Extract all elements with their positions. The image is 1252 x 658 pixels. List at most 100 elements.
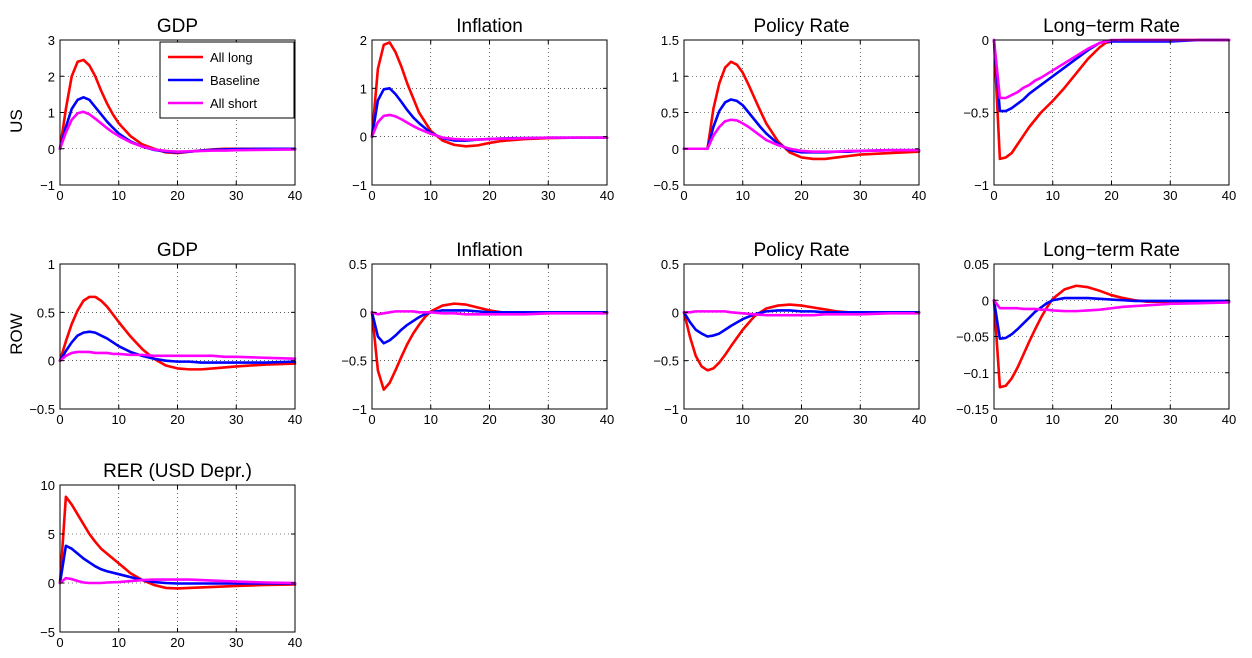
y-tick-label: 1.5 xyxy=(661,33,679,48)
y-tick-label: 0.5 xyxy=(37,305,55,320)
x-tick-label: 10 xyxy=(1046,188,1060,203)
series-line-all-long xyxy=(682,60,921,161)
x-tick-label: 10 xyxy=(112,635,126,650)
series-line-all-long xyxy=(370,41,609,148)
row-label-us: US xyxy=(7,109,26,133)
y-tick-label: −5 xyxy=(40,625,55,640)
x-tick-label: 0 xyxy=(680,412,687,427)
panel-title: Policy Rate xyxy=(753,16,849,37)
series-line-baseline xyxy=(370,309,609,345)
panel-3: Long−term Rate 0 10 20 30 40 −1 −0.5 0 xyxy=(963,16,1236,203)
x-tick-label: 20 xyxy=(1104,188,1118,203)
y-tick-label: 0 xyxy=(48,576,55,591)
series-line-all-long xyxy=(58,295,297,371)
x-tick-label: 0 xyxy=(56,188,63,203)
series-line-all-short xyxy=(370,310,609,316)
y-tick-label: 0.5 xyxy=(349,257,367,272)
x-tick-label: 10 xyxy=(112,188,126,203)
x-tick-label: 30 xyxy=(229,188,243,203)
x-tick-label: 0 xyxy=(368,188,375,203)
y-tick-label: −1 xyxy=(352,402,367,417)
y-tick-label: −0.5 xyxy=(341,354,367,369)
series-line-all-short xyxy=(58,576,297,585)
legend-label-all-short: All short xyxy=(210,96,257,111)
x-tick-label: 10 xyxy=(424,188,438,203)
y-tick-label: −0.5 xyxy=(29,402,55,417)
panel-title: RER (USD Depr.) xyxy=(103,461,252,482)
panel-title: GDP xyxy=(157,240,198,261)
y-tick-label: 0.5 xyxy=(661,257,679,272)
x-tick-label: 40 xyxy=(288,412,302,427)
series-line-all-short xyxy=(58,110,297,153)
x-tick-label: 0 xyxy=(56,635,63,650)
y-tick-label: −0.5 xyxy=(963,106,989,121)
y-tick-label: 0 xyxy=(48,354,55,369)
series-line-all-short xyxy=(370,113,609,141)
x-tick-label: 30 xyxy=(1163,188,1177,203)
x-tick-label: 10 xyxy=(736,188,750,203)
x-tick-label: 40 xyxy=(912,188,926,203)
x-tick-label: 20 xyxy=(170,635,184,650)
y-tick-label: 0.5 xyxy=(661,106,679,121)
x-tick-label: 40 xyxy=(1222,188,1236,203)
y-tick-label: 0 xyxy=(360,305,367,320)
y-tick-label: 0 xyxy=(360,130,367,145)
series-line-all-long xyxy=(58,495,297,590)
x-tick-label: 20 xyxy=(170,188,184,203)
x-tick-label: 30 xyxy=(541,188,555,203)
x-tick-label: 30 xyxy=(1163,412,1177,427)
x-tick-label: 10 xyxy=(424,412,438,427)
y-tick-label: −1 xyxy=(664,402,679,417)
x-tick-label: 40 xyxy=(600,412,614,427)
y-tick-label: 2 xyxy=(360,33,367,48)
panel-title: Inflation xyxy=(456,240,523,261)
y-tick-label: 0 xyxy=(672,305,679,320)
series-line-all-long xyxy=(992,38,1231,161)
x-tick-label: 30 xyxy=(229,412,243,427)
series-line-baseline xyxy=(682,309,921,338)
series-line-baseline xyxy=(58,330,297,364)
x-tick-label: 40 xyxy=(600,188,614,203)
y-tick-label: −0.05 xyxy=(956,330,989,345)
x-tick-label: 20 xyxy=(794,188,808,203)
row-label-row: ROW xyxy=(7,313,26,355)
panel-title: Inflation xyxy=(456,16,523,37)
y-tick-label: −1 xyxy=(974,178,989,193)
y-tick-label: −1 xyxy=(352,178,367,193)
x-tick-label: 0 xyxy=(56,412,63,427)
x-tick-label: 20 xyxy=(1104,412,1118,427)
y-tick-label: 0 xyxy=(982,33,989,48)
y-tick-label: −1 xyxy=(40,178,55,193)
y-tick-label: 1 xyxy=(360,81,367,96)
x-tick-label: 0 xyxy=(990,412,997,427)
series-line-all-short xyxy=(682,118,921,153)
y-tick-label: 5 xyxy=(48,527,55,542)
panel-5: Inflation 0 10 20 30 40 −1 −0.5 0 0.5 xyxy=(341,240,614,427)
x-tick-label: 0 xyxy=(990,188,997,203)
y-tick-label: −0.15 xyxy=(956,402,989,417)
panel-6: Policy Rate 0 10 20 30 40 −1 −0.5 0 0.5 xyxy=(653,240,926,427)
y-tick-label: 0 xyxy=(672,142,679,157)
x-tick-label: 10 xyxy=(112,412,126,427)
x-tick-label: 20 xyxy=(482,412,496,427)
x-tick-label: 20 xyxy=(482,188,496,203)
y-tick-label: −0.5 xyxy=(653,178,679,193)
y-tick-label: 1 xyxy=(672,69,679,84)
y-tick-label: 2 xyxy=(48,69,55,84)
panel-7: Long−term Rate 0 10 20 30 40 −0.15 −0.1 −0.05 0 0.… xyxy=(956,240,1236,427)
y-tick-label: −0.1 xyxy=(963,366,989,381)
x-tick-label: 30 xyxy=(541,412,555,427)
x-tick-label: 30 xyxy=(853,188,867,203)
legend-label-baseline: Baseline xyxy=(210,73,260,88)
x-tick-label: 20 xyxy=(170,412,184,427)
series-line-baseline xyxy=(992,296,1231,340)
x-tick-label: 30 xyxy=(853,412,867,427)
x-tick-label: 0 xyxy=(368,412,375,427)
y-tick-label: 0.05 xyxy=(964,257,989,272)
